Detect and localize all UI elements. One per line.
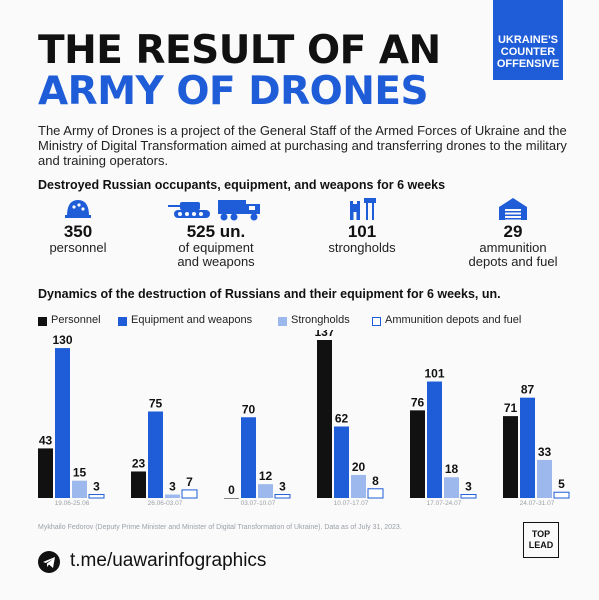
bar-0-3 [317, 340, 332, 498]
data-label-0-5: 71 [504, 401, 518, 415]
legend-label: Equipment and weapons [131, 314, 253, 326]
bar-2-2 [258, 484, 273, 498]
toplead-logo: TOP LEAD [523, 522, 559, 558]
data-label-3-1: 7 [186, 475, 193, 489]
bar-1-0 [55, 348, 70, 498]
counter-offensive-badge: UKRAINE'S COUNTER OFFENSIVE [493, 0, 563, 80]
source-note: Mykhailo Fedorov (Deputy Prime Minister … [38, 524, 402, 531]
badge-line-3: OFFENSIVE [496, 58, 560, 70]
bar-3-1 [181, 489, 198, 499]
stat-label: strongholds [328, 240, 396, 255]
title-line-1: THE RESULT OF AN [38, 28, 441, 73]
stat-ammunition: 29 ammunition depots and fuel [460, 196, 566, 269]
bar-1-4 [427, 381, 442, 498]
telegram-link[interactable]: t.me/uawarinfographics [70, 550, 267, 571]
stat-value: 101 [347, 222, 377, 241]
data-label-2-1: 3 [169, 480, 176, 494]
title-line-2: ARMY OF DRONES [38, 69, 429, 114]
data-label-2-5: 33 [538, 445, 552, 459]
logo-line-2: LEAD [528, 540, 554, 550]
data-label-2-3: 20 [352, 460, 366, 474]
data-label-1-4: 101 [424, 367, 444, 381]
bar-1-1 [148, 411, 163, 498]
data-label-3-3: 8 [372, 474, 379, 488]
legend-label: Ammunition depots and fuel [385, 314, 522, 326]
data-label-1-5: 87 [521, 383, 535, 397]
legend-swatch [38, 317, 47, 326]
data-label-0-1: 23 [132, 456, 146, 470]
data-label-0-4: 76 [411, 395, 425, 409]
stat-equipment: 525 un. of equipment and weapons [160, 196, 272, 269]
data-label-0-0: 43 [39, 433, 53, 447]
telegram-icon [38, 551, 60, 573]
badge-line-1: UKRAINE'S [497, 34, 559, 46]
data-label-1-2: 70 [242, 402, 256, 416]
data-label-2-0: 15 [73, 466, 87, 480]
stat-label-line-2: and weapons [177, 254, 255, 269]
bar-1-2 [241, 417, 256, 498]
bar-0-4 [410, 410, 425, 498]
stat-label-line-1: ammunition [479, 240, 547, 255]
stronghold-tower-icon [350, 198, 376, 220]
data-label-3-4: 3 [465, 480, 472, 494]
bar-2-1 [165, 494, 180, 498]
category-label-0: 19.06-25.06 [55, 500, 90, 506]
stat-strongholds: 101 strongholds [322, 196, 402, 255]
data-label-1-3: 62 [335, 411, 349, 425]
bar-0-2 [224, 498, 239, 499]
stat-label: personnel [49, 240, 107, 255]
bar-2-5 [537, 459, 552, 498]
bar-3-2 [274, 494, 291, 499]
bar-1-5 [520, 397, 535, 498]
category-label-1: 26.06-03.07 [148, 500, 183, 506]
bar-3-3 [367, 488, 384, 499]
stat-value: 350 [63, 222, 93, 241]
helmet-icon [65, 200, 91, 218]
stat-label-line-1: of equipment [178, 240, 254, 255]
warehouse-icon [499, 198, 527, 220]
bar-0-5 [503, 416, 518, 498]
bar-3-5 [553, 491, 570, 499]
stat-value: 525 un. [186, 222, 246, 241]
stat-label-line-2: depots and fuel [468, 254, 558, 269]
data-label-1-0: 130 [52, 333, 72, 347]
logo-line-1: TOP [531, 529, 551, 539]
legend-swatch [372, 317, 381, 326]
legend-label: Strongholds [291, 314, 350, 326]
stat-value: 29 [503, 222, 523, 241]
data-label-2-2: 12 [259, 469, 273, 483]
legend-swatch [118, 317, 127, 326]
bar-3-0 [88, 494, 105, 499]
tank-truck-icon [168, 200, 260, 221]
bar-2-3 [351, 474, 366, 498]
data-label-3-5: 5 [558, 477, 565, 491]
bar-0-0 [38, 448, 53, 498]
data-label-0-2: 0 [228, 483, 235, 497]
category-label-4: 17.07-24.07 [427, 500, 462, 506]
legend-label: Personnel [51, 314, 101, 326]
data-label-3-0: 3 [93, 480, 100, 494]
bar-2-0 [72, 480, 87, 498]
bar-0-1 [131, 471, 146, 498]
category-label-2: 03.07-10.07 [241, 500, 276, 506]
intro-paragraph: The Army of Drones is a project of the G… [38, 123, 567, 168]
bar-1-3 [334, 426, 349, 498]
legend-swatch [278, 317, 287, 326]
stat-personnel: 350 personnel [38, 196, 118, 255]
data-label-0-3: 137 [314, 330, 334, 339]
dynamics-heading: Dynamics of the destruction of Russians … [38, 287, 501, 301]
data-label-2-4: 18 [445, 462, 459, 476]
data-label-1-1: 75 [149, 397, 163, 411]
bar-2-4 [444, 477, 459, 498]
category-label-3: 10.07-17.07 [334, 500, 369, 506]
category-label-5: 24.07-31.07 [520, 500, 555, 506]
bar-3-4 [460, 494, 477, 499]
summary-heading: Destroyed Russian occupants, equipment, … [38, 178, 446, 192]
badge-line-2: COUNTER [500, 46, 556, 58]
data-label-3-2: 3 [279, 480, 286, 494]
